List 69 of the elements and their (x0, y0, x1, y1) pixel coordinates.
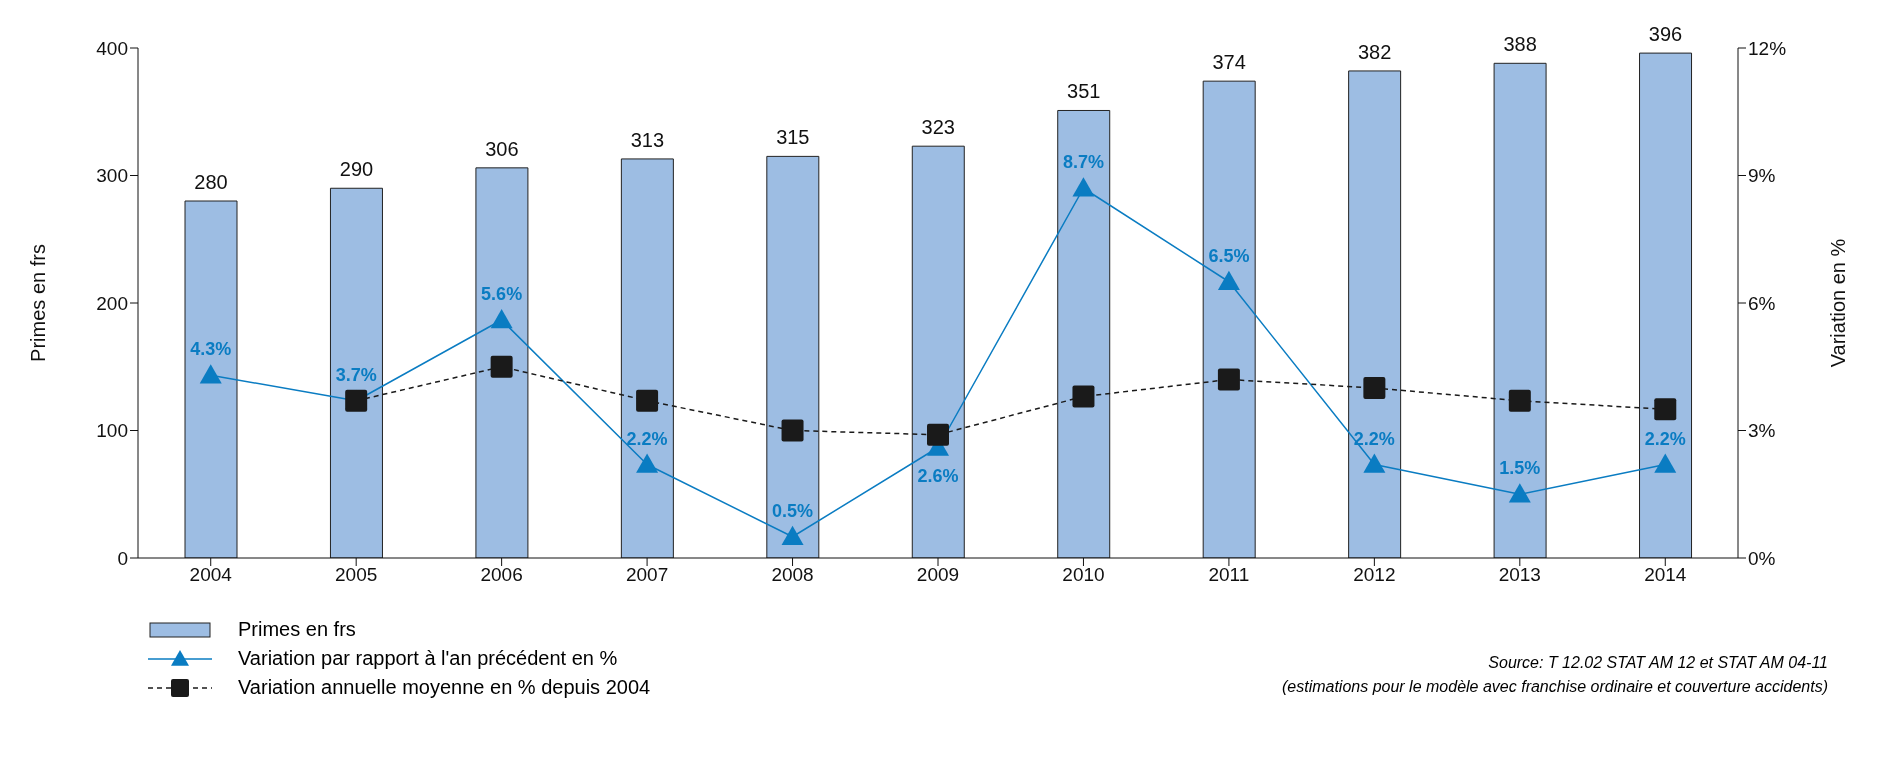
x-tick-label: 2012 (1353, 564, 1396, 586)
data-label: 388 (1503, 33, 1537, 56)
point (1508, 483, 1531, 503)
x-tick-label: 2013 (1498, 564, 1541, 586)
data-label: 306 (485, 137, 519, 160)
point (781, 419, 804, 442)
point (927, 423, 949, 446)
point (1363, 453, 1386, 473)
x-tick-label: 2004 (189, 564, 233, 586)
point (781, 525, 804, 545)
data-label: 6.5% (1208, 245, 1250, 266)
y-axis-title: Primes en frs (27, 244, 50, 362)
x-tick-label: 2009 (916, 564, 960, 586)
data-label: 1.5% (1499, 458, 1541, 479)
data-label: 290 (339, 158, 374, 181)
point (199, 364, 222, 384)
y2-tick-label: 9% (1748, 165, 1776, 187)
y-tick-label: 200 (96, 292, 128, 314)
data-label: 5.6% (481, 284, 523, 304)
data-label: 2.2% (626, 428, 668, 449)
point (1072, 177, 1095, 197)
y-tick-label: 100 (96, 420, 128, 442)
point (1654, 398, 1677, 421)
data-label: 4.3% (190, 339, 232, 360)
x-tick-label: 2006 (480, 564, 523, 586)
y-tick-label: 400 (96, 37, 128, 59)
x-tick-label: 2014 (1644, 564, 1687, 586)
y2-tick-label: 0% (1748, 547, 1776, 569)
data-label: 2.2% (1353, 428, 1395, 449)
data-label: 0.5% (772, 500, 814, 521)
data-label: 351 (1067, 80, 1101, 103)
x-tick-label: 2010 (1062, 564, 1105, 586)
data-label: 374 (1212, 51, 1246, 74)
y-tick-label: 0 (117, 547, 128, 569)
data-label: 280 (194, 171, 228, 193)
data-label: 2.6% (917, 465, 959, 486)
data-label: 382 (1357, 40, 1392, 63)
data-label: 8.7% (1062, 152, 1104, 173)
legend-label: Variation par rapport à l'an précédent en % (238, 647, 618, 670)
point (490, 355, 513, 378)
y2-tick-label: 3% (1748, 420, 1776, 442)
point (1217, 368, 1240, 391)
x-tick-label: 2008 (771, 564, 814, 586)
y2-tick-label: 6% (1748, 292, 1776, 314)
point (1654, 453, 1677, 473)
x-tick-label: 2005 (335, 564, 378, 586)
bar (184, 200, 238, 558)
point (1363, 377, 1386, 399)
y-tick-label: 300 (96, 165, 128, 187)
point (636, 389, 659, 412)
point (636, 453, 659, 473)
data-label: 323 (921, 116, 955, 139)
x-tick-label: 2007 (625, 564, 669, 586)
point (1072, 385, 1095, 408)
y2-axis-title: Variation en % (1827, 238, 1850, 368)
text: (estimations pour le modèle avec franchise ordinaire et couverture accidents) (1281, 677, 1828, 697)
data-label: 396 (1648, 23, 1683, 46)
source-note: Source: T 12.02 STAT AM 12 et STAT AM 04-11 (1487, 653, 1828, 673)
point (1217, 270, 1240, 290)
legend-label: Primes en frs (238, 618, 356, 641)
y2-tick-label: 12% (1748, 37, 1787, 59)
data-label: 313 (630, 128, 665, 151)
data-label: 315 (776, 126, 810, 149)
x-tick-label: 2011 (1208, 564, 1250, 586)
data-label: 2.2% (1644, 428, 1686, 449)
point (490, 309, 513, 329)
point (1508, 389, 1531, 412)
legend-label: Variation annuelle moyenne en % depuis 2004 (238, 676, 651, 699)
data-label: 3.7% (335, 364, 377, 385)
